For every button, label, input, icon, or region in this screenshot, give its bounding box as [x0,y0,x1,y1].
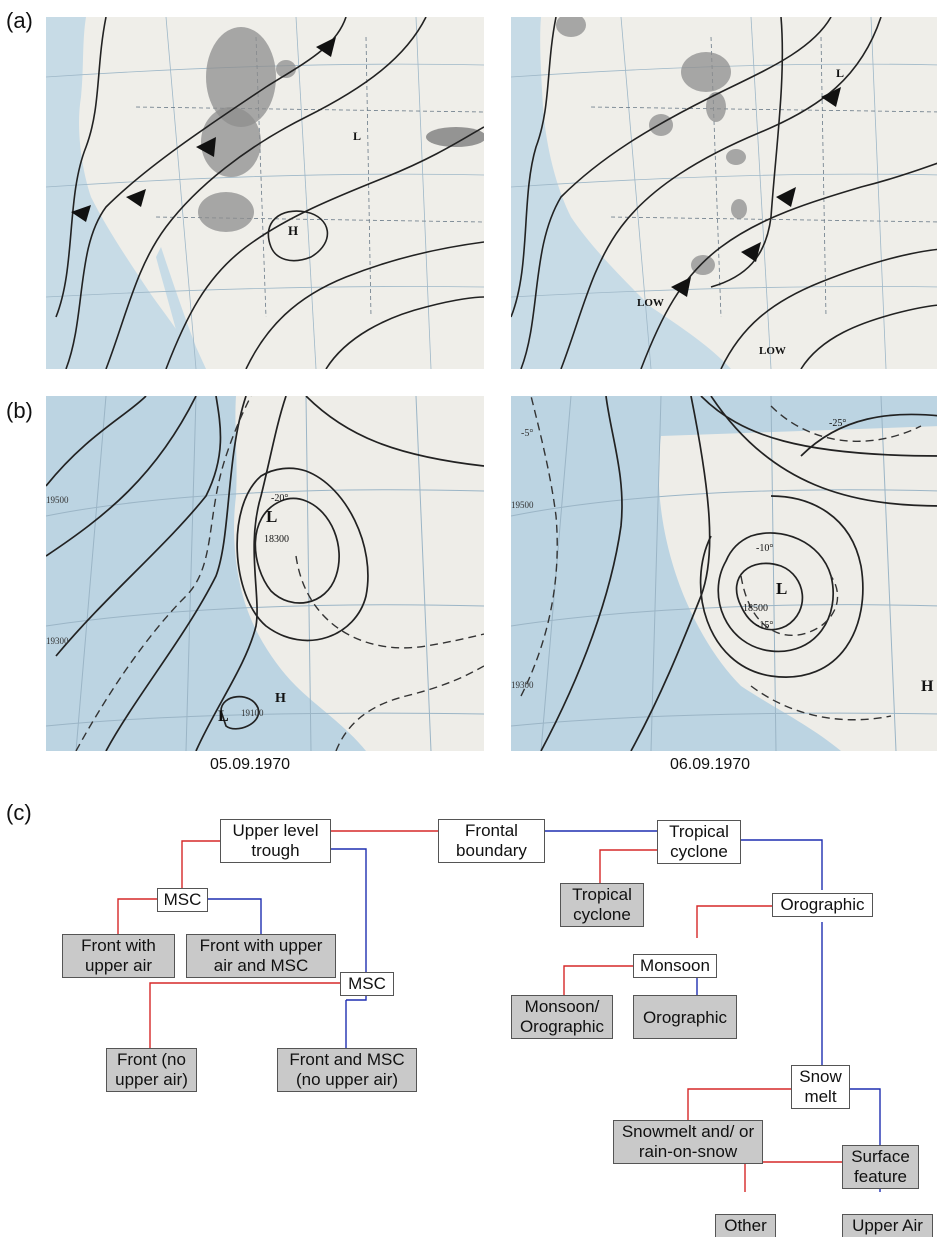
contour-label-19500: 19500 [511,500,534,510]
surface-map-left: H L [46,17,484,369]
node-tropical-cyclone-leaf: Tropical cyclone [560,883,644,927]
node-tropical-cyclone-root: Tropical cyclone [657,820,741,864]
contour-label-18500: 18500 [743,603,768,614]
node-upper-air: Upper Air [842,1214,933,1237]
temperature-label-3: -15° [756,620,773,631]
node-orographic-leaf: Orographic [633,995,737,1039]
contour-label-19100: 19100 [241,708,264,718]
node-monsoon-orographic: Monsoon/ Orographic [511,995,613,1039]
date-right: 06.09.1970 [669,756,751,773]
panel-label-b: (b) [6,398,33,423]
temperature-label-4: -5° [521,428,533,439]
upper-air-map-left: L H L 18300 19500 19300 19100 -20° [46,396,484,751]
map-label-l: L [836,66,844,80]
map-label-l-2: L [218,708,229,725]
panel-label-c: (c) [6,800,32,825]
node-msc-1: MSC [157,888,208,912]
contour-label-19300: 19300 [511,680,534,690]
temperature-label-2: -10° [756,543,773,554]
node-front-with-upper-air: Front with upper air [62,934,175,978]
map-label-low-1: LOW [637,297,664,309]
map-label-low-2: LOW [759,345,786,357]
node-monsoon: Monsoon [633,954,717,978]
map-label-l: L [353,129,361,143]
upper-air-map-right: L H 18500 19500 19300 -25° -10° -15° -5° [511,396,937,751]
node-frontal-boundary: Frontal boundary [438,819,545,863]
temperature-label: -20° [271,493,288,504]
contour-label-19500: 19500 [46,495,69,505]
node-upper-level-trough: Upper level trough [220,819,331,863]
node-front-upper-air-msc: Front with upper air and MSC [186,934,336,978]
map-label-l-1: L [266,507,277,526]
node-snowmelt-rain-on-snow: Snowmelt and/ or rain-on-snow [613,1120,763,1164]
panel-label-a: (a) [6,8,33,33]
node-snow-melt: Snow melt [791,1065,850,1109]
node-other: Other [715,1214,776,1237]
node-msc-2: MSC [340,972,394,996]
date-left: 05.09.1970 [209,756,291,773]
node-front-msc-no-upper-air: Front and MSC (no upper air) [277,1048,417,1092]
contour-label-18300: 18300 [264,534,289,545]
map-label-h: H [288,223,298,238]
map-label-l: L [776,579,787,598]
node-surface-feature: Surface feature [842,1145,919,1189]
temperature-label-1: -25° [829,418,846,429]
map-label-h: H [921,678,934,695]
surface-map-right: L LOW LOW [511,17,937,369]
node-front-no-upper-air: Front (no upper air) [106,1048,197,1092]
map-label-h: H [275,691,286,706]
contour-label-19300: 19300 [46,636,69,646]
node-orographic: Orographic [772,893,873,917]
